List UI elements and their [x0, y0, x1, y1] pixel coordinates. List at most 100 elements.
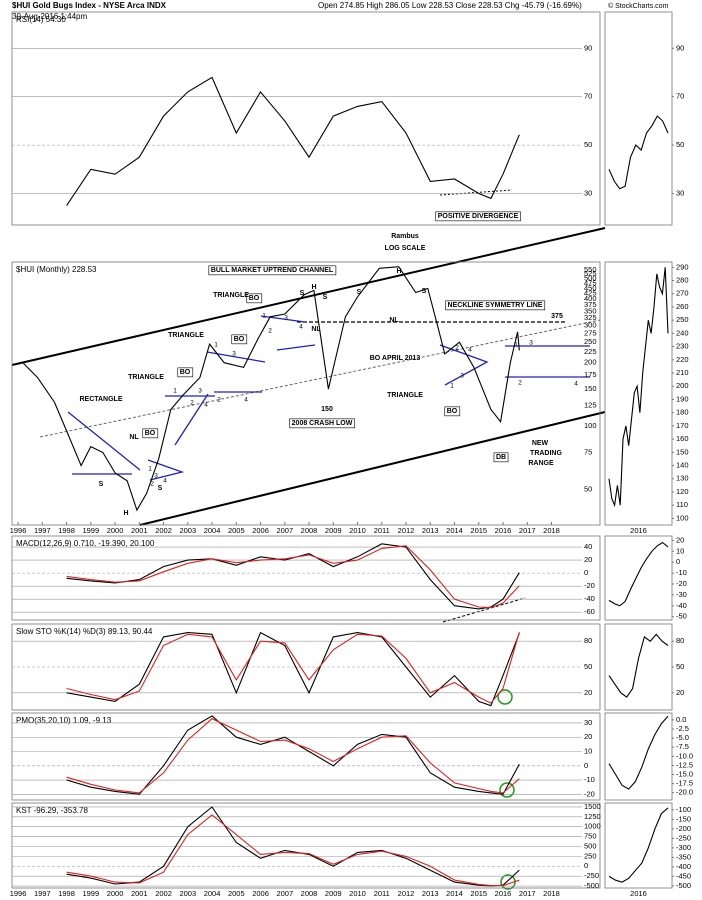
annotation: TRIANGLE — [128, 374, 164, 381]
annotation: 2 — [190, 400, 194, 407]
x-tick-label: 2000 — [107, 526, 124, 535]
x-tick-label: 2006 — [252, 526, 269, 535]
inset-tick-label: 250 — [676, 315, 689, 324]
inset-tick-label: 0.0 — [676, 715, 686, 724]
inset-tick-label: -50 — [676, 612, 687, 621]
annotation: 3 — [284, 315, 288, 322]
inset-tick-label: 160 — [676, 434, 689, 443]
annotation-box — [177, 367, 194, 378]
inset-tick-label: -30 — [676, 590, 687, 599]
inset-tick-label: 0 — [676, 557, 680, 566]
x-tick-label: 2017 — [519, 526, 536, 535]
y-tick-label: -20 — [584, 789, 595, 798]
inset-x-label: 2016 — [630, 526, 647, 535]
y-tick-label: 200 — [584, 358, 597, 367]
y-tick-label: 375 — [584, 300, 597, 309]
inset-tick-label: 20 — [676, 688, 684, 697]
inset-line — [608, 267, 669, 508]
inset-tick-label: 100 — [676, 513, 689, 522]
inset-tick-label: 20 — [676, 535, 684, 544]
annotation: 3 — [154, 473, 158, 480]
x-tick-label: 2015 — [470, 889, 487, 898]
inset-tick-label: -100 — [676, 805, 691, 814]
y-tick-label: 550 — [584, 265, 597, 274]
inset-frame — [604, 712, 673, 801]
y-tick-label: 300 — [584, 320, 597, 329]
channel-top — [11, 227, 606, 366]
inset-line — [608, 633, 669, 698]
annotation: BO — [234, 336, 245, 343]
inset-frame — [604, 623, 673, 711]
y-tick-label: 425 — [584, 289, 597, 298]
inset-frame — [604, 535, 673, 621]
x-tick-label: 2013 — [422, 889, 439, 898]
annotation: 3 — [232, 351, 236, 358]
annotation: 2 — [150, 481, 154, 488]
y-tick-label: 75 — [584, 448, 592, 457]
annotation: BO — [145, 430, 156, 437]
series-line — [66, 543, 520, 610]
inset-line — [608, 115, 669, 190]
annotation: 1 — [148, 466, 152, 473]
x-tick-label: 2008 — [301, 889, 318, 898]
y-tick-label: -60 — [584, 607, 595, 616]
inset-tick-label: 110 — [676, 500, 688, 509]
x-tick-label: 2012 — [398, 889, 415, 898]
x-tick-label: 1996 — [10, 889, 27, 898]
x-tick-label: 2001 — [131, 526, 148, 535]
inset-tick-label: 80 — [676, 636, 684, 645]
x-tick-label: 2017 — [519, 889, 536, 898]
x-tick-label: 1996 — [10, 526, 27, 535]
inset-tick-label: -7.5 — [676, 742, 689, 751]
inset-tick-label: -350 — [676, 852, 691, 861]
series-line — [66, 806, 520, 887]
annotation: 3 — [529, 340, 533, 347]
y-tick-label: 0 — [584, 568, 588, 577]
inset-tick-label: -250 — [676, 833, 691, 842]
x-tick-label: 2006 — [252, 889, 269, 898]
series-line — [66, 76, 520, 206]
date: 30-Aug-2016 1:44pm — [12, 12, 88, 21]
panel-title: MACD(12,26,9) 0.710, -19.390, 20.100 — [16, 539, 155, 548]
x-tick-label: 2000 — [107, 889, 124, 898]
inset-tick-label: 50 — [676, 662, 684, 671]
x-tick-label: 2016 — [495, 526, 512, 535]
annotation-box — [435, 211, 521, 222]
annotation-box — [208, 265, 337, 276]
x-tick-label: 2010 — [349, 889, 366, 898]
annotation-box — [493, 452, 509, 463]
y-tick-label: 90 — [584, 43, 592, 52]
x-tick-label: 2002 — [155, 526, 172, 535]
annotation: NL — [311, 326, 321, 333]
inset-tick-label: -12.5 — [676, 760, 693, 769]
annotation-box — [445, 300, 546, 311]
inset-tick-label: -450 — [676, 871, 691, 880]
y-tick-label: 325 — [584, 313, 597, 322]
y-tick-label: 20 — [584, 732, 592, 741]
y-tick-label: 20 — [584, 688, 592, 697]
credit: © StockCharts.com — [608, 2, 669, 10]
annotation: POSITIVE DIVERGENCE — [438, 213, 519, 220]
annotation: S — [300, 290, 305, 297]
y-tick-label: 250 — [584, 851, 597, 860]
inset-tick-label: -17.5 — [676, 779, 693, 788]
x-tick-label: 1998 — [58, 526, 75, 535]
y-tick-label: 1500 — [584, 802, 601, 811]
annotation: NEW — [532, 440, 549, 447]
inset-tick-label: -10.0 — [676, 751, 693, 760]
annotation: BULL MARKET UPTREND CHANNEL — [211, 267, 334, 274]
annotation: TRIANGLE — [387, 392, 423, 399]
x-tick-label: 2015 — [470, 526, 487, 535]
panel-title: PMO(35,20,10) 1.09, -9.13 — [16, 716, 112, 725]
y-tick-label: 1000 — [584, 822, 601, 831]
inset-tick-label: 50 — [676, 140, 684, 149]
inset-tick-label: -40 — [676, 601, 687, 610]
y-tick-label: 20 — [584, 555, 592, 564]
y-tick-label: 30 — [584, 189, 592, 198]
inset-tick-label: -300 — [676, 843, 691, 852]
inset-tick-label: -10 — [676, 568, 687, 577]
quote: Open 274.85 High 286.05 Low 228.53 Close… — [318, 1, 582, 10]
y-tick-label: 150 — [584, 384, 597, 393]
series-line — [66, 814, 520, 887]
annotation: BO — [249, 295, 260, 302]
